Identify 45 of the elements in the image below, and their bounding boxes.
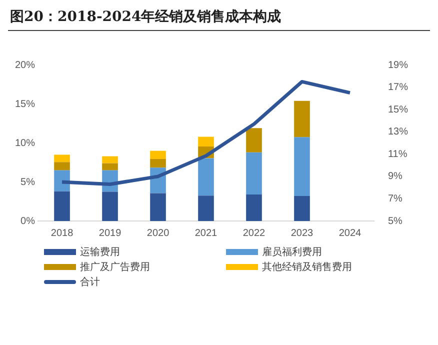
- y2-tick-label: 7%: [388, 193, 403, 204]
- x-tick-label: 2022: [242, 228, 266, 239]
- legend-label: 推广及广告费用: [80, 260, 150, 274]
- bar: [150, 158, 166, 168]
- x-tick-label: 2018: [50, 228, 74, 239]
- x-tick-label: 2021: [194, 228, 218, 239]
- y-tick-label: 5%: [20, 176, 36, 188]
- x-tick-label: 2020: [146, 228, 170, 239]
- y2-tick-label: 11%: [388, 148, 408, 160]
- legend-label: 雇员福利费用: [262, 246, 322, 259]
- bar: [198, 136, 214, 147]
- bar: [102, 156, 118, 164]
- y2-tick-label: 17%: [388, 82, 408, 94]
- x-tick-label: 2023: [290, 228, 314, 239]
- legend-label: 运输费用: [80, 246, 120, 259]
- y-tick-label: 15%: [15, 98, 36, 110]
- bar: [150, 150, 166, 159]
- y2-tick-label: 19%: [388, 60, 408, 71]
- x-tick-label: 2019: [98, 228, 122, 239]
- y2-tick-label: 13%: [388, 126, 408, 138]
- y2-tick-label: 9%: [388, 171, 403, 182]
- bar: [54, 162, 70, 170]
- bar: [246, 194, 262, 221]
- bar: [102, 192, 118, 221]
- y2-tick-label: 15%: [388, 104, 408, 116]
- bar: [54, 154, 70, 162]
- x-tick-label: 2024: [338, 228, 362, 239]
- bar: [102, 163, 118, 170]
- bar: [294, 100, 310, 138]
- bar: [246, 128, 262, 152]
- y-tick-label: 10%: [15, 138, 36, 149]
- bar: [294, 196, 310, 221]
- chart-title: 图20：2018-2024年经销及销售成本构成: [8, 8, 430, 31]
- y-tick-label: 20%: [15, 60, 36, 71]
- legend-label: 合计: [80, 276, 100, 289]
- legend-label: 其他经销及销售费用: [262, 260, 352, 274]
- bar: [198, 158, 214, 196]
- bar: [54, 191, 70, 221]
- bar: [294, 137, 310, 196]
- bar: [198, 196, 214, 221]
- bar: [150, 193, 166, 221]
- y2-tick-label: 5%: [388, 216, 403, 227]
- y-tick-label: 0%: [20, 216, 36, 227]
- bar: [54, 170, 70, 192]
- bar: [246, 152, 262, 194]
